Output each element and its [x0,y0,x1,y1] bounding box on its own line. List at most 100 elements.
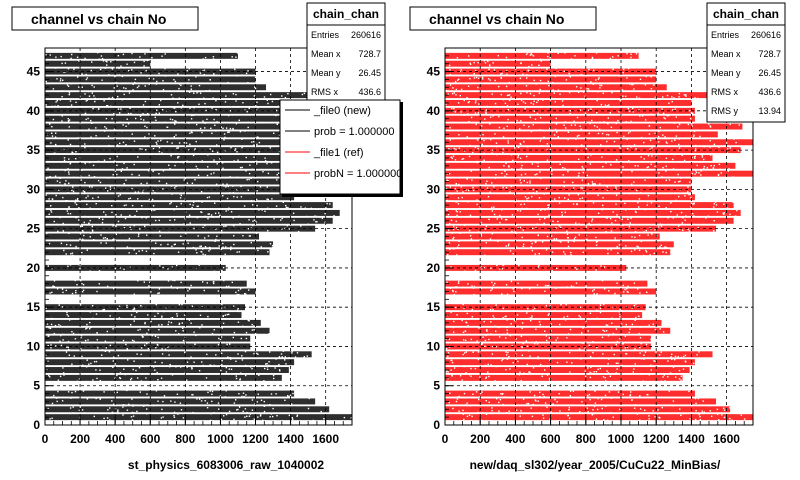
data-gap-point [624,95,627,97]
data-gap-point [534,399,537,401]
data-gap-point [524,196,527,198]
data-gap-point [259,186,262,188]
data-gap-point [58,324,60,326]
data-gap-point [550,323,552,325]
data-gap-point [199,72,202,74]
data-gap-point [701,156,704,158]
data-gap-point [540,209,542,211]
data-gap-point [589,312,592,314]
data-gap-point [479,396,481,398]
data-gap-point [475,391,478,393]
data-gap-point [597,212,600,214]
data-gap-point [653,360,655,362]
data-gap-point [467,59,469,61]
data-gap-point [587,394,589,397]
data-gap-point [289,394,292,397]
data-gap-point [552,89,554,91]
data-gap-point [618,111,620,113]
data-gap-point [67,168,69,170]
data-gap-point [452,161,455,163]
data-gap-point [519,157,522,159]
data-gap-point [480,216,483,218]
data-gap-point [530,246,532,248]
data-gap-point [609,333,611,335]
data-gap-point [524,404,526,406]
data-gap-point [639,326,642,328]
data-gap-point [186,160,188,162]
data-gap-point [473,61,475,64]
data-gap-point [618,311,620,313]
data-gap-point [671,96,673,98]
data-row-3 [445,397,717,407]
data-gap-point [232,93,235,95]
data-gap-point [586,407,588,409]
data-gap-point [505,245,507,247]
data-gap-point [532,403,534,406]
data-gap-point [170,285,172,287]
data-gap-point [549,127,551,130]
data-gap-point [463,114,465,116]
data-gap-point [623,291,625,293]
data-gap-point [161,324,163,326]
data-gap-point [574,124,576,126]
data-gap-point [695,148,697,150]
data-gap-point [245,293,247,295]
data-gap-point [180,194,182,197]
data-gap-point [151,334,153,337]
data-band [445,335,651,342]
data-gap-point [249,366,252,368]
data-gap-point [673,122,675,124]
data-gap-point [229,110,232,112]
x-tick-label: 1200 [242,432,269,446]
data-gap-point [115,233,117,236]
data-gap-point [245,337,248,340]
data-gap-point [189,107,191,109]
data-gap-point [655,234,658,237]
data-gap-point [122,141,125,144]
data-gap-point [445,371,448,373]
data-gap-point [112,238,114,241]
data-gap-point [458,294,460,296]
data-gap-point [554,200,557,202]
data-gap-point [676,214,678,216]
data-gap-point [577,194,580,196]
data-gap-point [521,322,524,324]
data-gap-point [508,243,510,245]
data-gap-point [643,354,645,356]
data-gap-point [623,135,625,138]
data-gap-point [456,398,459,400]
data-gap-point [526,312,528,314]
data-gap-point [46,323,49,325]
data-gap-point [213,329,215,331]
data-gap-point [266,99,268,101]
data-gap-point [240,337,242,340]
data-gap-point [713,206,715,208]
data-gap-point [530,53,532,55]
data-gap-point [574,160,576,163]
y-tick-label: 35 [427,143,441,157]
data-gap-point [190,88,192,90]
data-gap-point [713,220,715,222]
data-gap-point [160,99,162,102]
data-gap-point [660,380,663,382]
data-gap-point [168,164,170,166]
data-gap-point [575,145,577,148]
data-gap-point [162,400,164,403]
data-gap-point [639,352,641,354]
data-gap-point [586,193,589,195]
data-gap-point [104,340,107,342]
data-gap-point [92,197,94,199]
data-gap-point [137,191,140,193]
data-gap-point [691,172,694,175]
data-gap-point [594,183,596,185]
data-gap-point [525,85,528,87]
data-gap-point [148,198,151,201]
data-gap-point [67,106,69,108]
x-tick-label: 0 [442,432,449,446]
data-gap-point [667,121,670,123]
data-gap-point [619,308,621,310]
data-gap-point [665,165,667,167]
data-gap-point [691,125,693,127]
data-gap-point [62,230,64,232]
data-gap-point [528,125,530,128]
